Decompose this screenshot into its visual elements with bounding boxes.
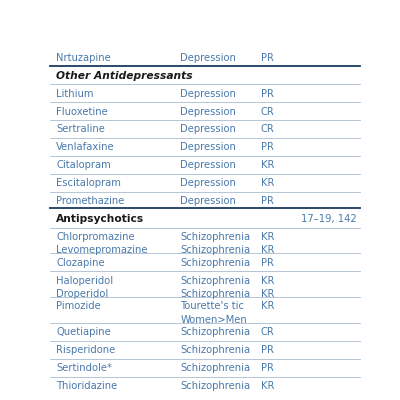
- Text: Venlafaxine: Venlafaxine: [56, 142, 115, 152]
- Text: Depression: Depression: [180, 106, 236, 116]
- Text: Nrtuzapine: Nrtuzapine: [56, 53, 111, 63]
- Text: Haloperidol: Haloperidol: [56, 276, 113, 286]
- Text: Schizophrenia: Schizophrenia: [180, 345, 250, 355]
- Text: Schizophrenia: Schizophrenia: [180, 289, 250, 299]
- Text: PR: PR: [261, 363, 274, 373]
- Text: Depression: Depression: [180, 178, 236, 188]
- Text: CR: CR: [261, 327, 274, 337]
- Text: Citalopram: Citalopram: [56, 160, 111, 170]
- Text: Escitalopram: Escitalopram: [56, 178, 121, 188]
- Text: KR: KR: [261, 289, 274, 299]
- Text: Lithium: Lithium: [56, 89, 94, 99]
- Text: PR: PR: [261, 53, 274, 63]
- Text: Antipsychotics: Antipsychotics: [56, 214, 144, 224]
- Text: Women>Men: Women>Men: [180, 314, 247, 324]
- Text: Sertindole*: Sertindole*: [56, 363, 112, 373]
- Text: KR: KR: [261, 381, 274, 391]
- Text: Risperidone: Risperidone: [56, 345, 116, 355]
- Text: Schizophrenia: Schizophrenia: [180, 381, 250, 391]
- Text: KR: KR: [261, 232, 274, 242]
- Text: Depression: Depression: [180, 160, 236, 170]
- Text: KR: KR: [261, 160, 274, 170]
- Text: KR: KR: [261, 178, 274, 188]
- Text: Other Antidepressants: Other Antidepressants: [56, 71, 193, 81]
- Text: Schizophrenia: Schizophrenia: [180, 276, 250, 286]
- Text: Depression: Depression: [180, 89, 236, 99]
- Text: KR: KR: [261, 302, 274, 312]
- Text: Quetiapine: Quetiapine: [56, 327, 111, 337]
- Text: KR: KR: [261, 245, 274, 255]
- Text: Schizophrenia: Schizophrenia: [180, 258, 250, 268]
- Text: Droperidol: Droperidol: [56, 289, 108, 299]
- Text: PR: PR: [261, 142, 274, 152]
- Text: Tourette's tic: Tourette's tic: [180, 302, 244, 312]
- Text: Sertraline: Sertraline: [56, 124, 105, 134]
- Text: Thioridazine: Thioridazine: [56, 381, 118, 391]
- Text: Promethazine: Promethazine: [56, 196, 124, 206]
- Text: Schizophrenia: Schizophrenia: [180, 363, 250, 373]
- Text: Depression: Depression: [180, 142, 236, 152]
- Text: Depression: Depression: [180, 53, 236, 63]
- Text: CR: CR: [261, 124, 274, 134]
- Text: Pimozide: Pimozide: [56, 302, 101, 312]
- Text: PR: PR: [261, 345, 274, 355]
- Text: Depression: Depression: [180, 124, 236, 134]
- Text: PR: PR: [261, 196, 274, 206]
- Text: Levomepromazine: Levomepromazine: [56, 245, 148, 255]
- Text: 17–19, 142: 17–19, 142: [301, 214, 357, 224]
- Text: KR: KR: [261, 276, 274, 286]
- Text: Schizophrenia: Schizophrenia: [180, 327, 250, 337]
- Text: Clozapine: Clozapine: [56, 258, 105, 268]
- Text: Chlorpromazine: Chlorpromazine: [56, 232, 135, 242]
- Text: CR: CR: [261, 106, 274, 116]
- Text: Depression: Depression: [180, 196, 236, 206]
- Text: Fluoxetine: Fluoxetine: [56, 106, 108, 116]
- Text: PR: PR: [261, 89, 274, 99]
- Text: Schizophrenia: Schizophrenia: [180, 245, 250, 255]
- Text: PR: PR: [261, 258, 274, 268]
- Text: Schizophrenia: Schizophrenia: [180, 232, 250, 242]
